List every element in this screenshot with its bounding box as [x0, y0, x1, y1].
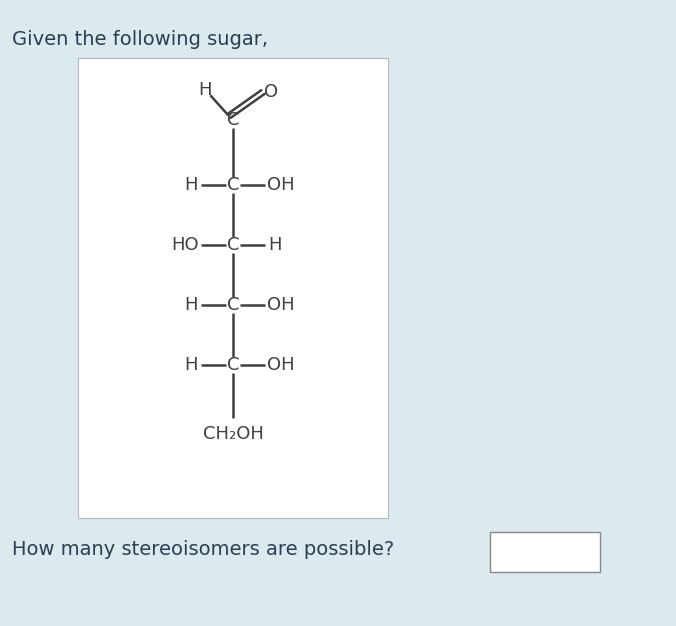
Text: CH₂OH: CH₂OH — [203, 425, 264, 443]
Text: C: C — [226, 111, 239, 129]
Text: C: C — [226, 236, 239, 254]
Text: H: H — [185, 296, 198, 314]
Text: C: C — [226, 296, 239, 314]
Bar — [490, 532, 600, 572]
Text: How many stereoisomers are possible?: How many stereoisomers are possible? — [12, 540, 394, 559]
Text: C: C — [226, 176, 239, 194]
Text: H: H — [185, 356, 198, 374]
Text: O: O — [264, 83, 278, 101]
Text: C: C — [226, 356, 239, 374]
Text: H: H — [198, 81, 212, 99]
Text: H: H — [185, 176, 198, 194]
Bar — [78, 58, 388, 518]
Text: Given the following sugar,: Given the following sugar, — [12, 30, 268, 49]
Text: OH: OH — [267, 356, 295, 374]
Text: OH: OH — [267, 176, 295, 194]
Text: OH: OH — [267, 296, 295, 314]
Text: HO: HO — [171, 236, 199, 254]
Text: H: H — [268, 236, 282, 254]
